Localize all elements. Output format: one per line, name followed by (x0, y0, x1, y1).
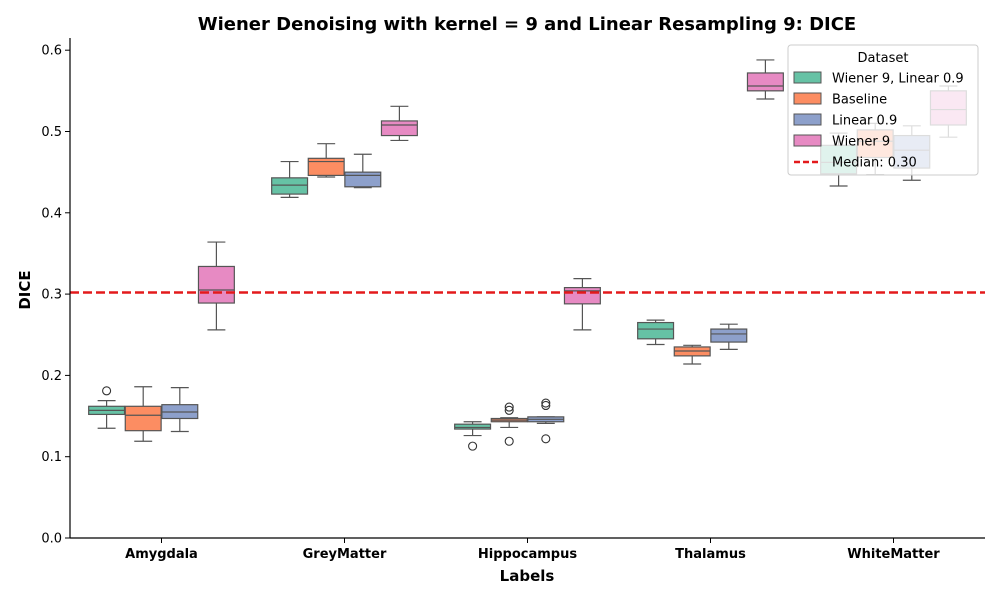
box-plot (88, 386, 126, 429)
y-tick-label: 0.5 (41, 125, 62, 140)
y-axis-label: DICE (16, 270, 34, 309)
x-tick-label: GreyMatter (303, 547, 387, 562)
box-body (710, 328, 748, 343)
legend-swatch (793, 92, 822, 105)
x-axis-label: Labels (500, 567, 555, 585)
legend-label: Median: 0.30 (832, 156, 917, 171)
box-body (344, 171, 382, 188)
x-tick-label: Hippocampus (478, 547, 577, 562)
box-plot (637, 319, 675, 346)
y-tick-label: 0.6 (41, 44, 62, 59)
box-plot (454, 421, 492, 451)
legend-items: Wiener 9, Linear 0.9 Baseline Linear 0.9 Wi… (793, 71, 964, 171)
legend-title: Dataset (858, 51, 909, 66)
x-tick-label: Amygdala (125, 547, 198, 562)
box-body (637, 321, 675, 340)
y-tick-label: 0.2 (41, 369, 62, 384)
box-plot (124, 386, 162, 442)
box-body (380, 120, 418, 137)
legend-frame (787, 44, 979, 176)
box-body (563, 286, 601, 305)
legend-swatch (793, 134, 822, 147)
box-flier (102, 386, 112, 396)
legend-label: Wiener 9 (832, 135, 890, 150)
legend: Dataset Wiener 9, Linear 0.9 Baseline Line… (787, 44, 979, 176)
box-plot (710, 323, 748, 350)
box-plot (673, 344, 711, 365)
box-flier (541, 434, 551, 444)
box-plot (380, 105, 418, 142)
box-body (124, 405, 162, 432)
box-body (746, 72, 784, 92)
y-tick-label: 0.0 (41, 532, 62, 547)
series-baseline (124, 122, 894, 446)
box-flier (541, 398, 551, 408)
x-tick-label: WhiteMatter (847, 547, 940, 562)
box-plot (746, 59, 784, 100)
x-axis-ticks: Amygdala GreyMatter Hippocampus Thalamus Whi… (125, 538, 940, 562)
y-tick-label: 0.3 (41, 288, 62, 303)
box-body (197, 265, 235, 304)
box-body (454, 423, 492, 430)
box-plot (490, 402, 528, 446)
y-tick-label: 0.1 (41, 450, 62, 465)
legend-swatch (793, 71, 822, 84)
box-body (271, 177, 309, 195)
box-flier (504, 405, 514, 415)
legend-label: Linear 0.9 (832, 114, 897, 129)
box-plot (307, 143, 345, 178)
box-plot (527, 398, 565, 444)
chart-title: Wiener Denoising with kernel = 9 and Lin… (198, 14, 856, 35)
legend-label: Wiener 9, Linear 0.9 (832, 72, 964, 87)
box-plot (271, 160, 309, 198)
box-plot (197, 241, 235, 331)
box-body (307, 157, 345, 176)
y-axis-ticks: 0.0 0.1 0.2 0.3 0.4 0.5 0.6 (41, 44, 70, 547)
box-plot (161, 386, 199, 433)
box-plot (344, 153, 382, 189)
box-flier (468, 441, 478, 451)
legend-swatch (793, 113, 822, 126)
legend-label: Baseline (832, 93, 887, 108)
box-flier (504, 436, 514, 446)
box-flier (541, 400, 551, 411)
y-tick-label: 0.4 (41, 206, 62, 221)
x-tick-label: Thalamus (675, 547, 746, 562)
box-plot (563, 278, 601, 331)
box-flier (504, 402, 514, 412)
